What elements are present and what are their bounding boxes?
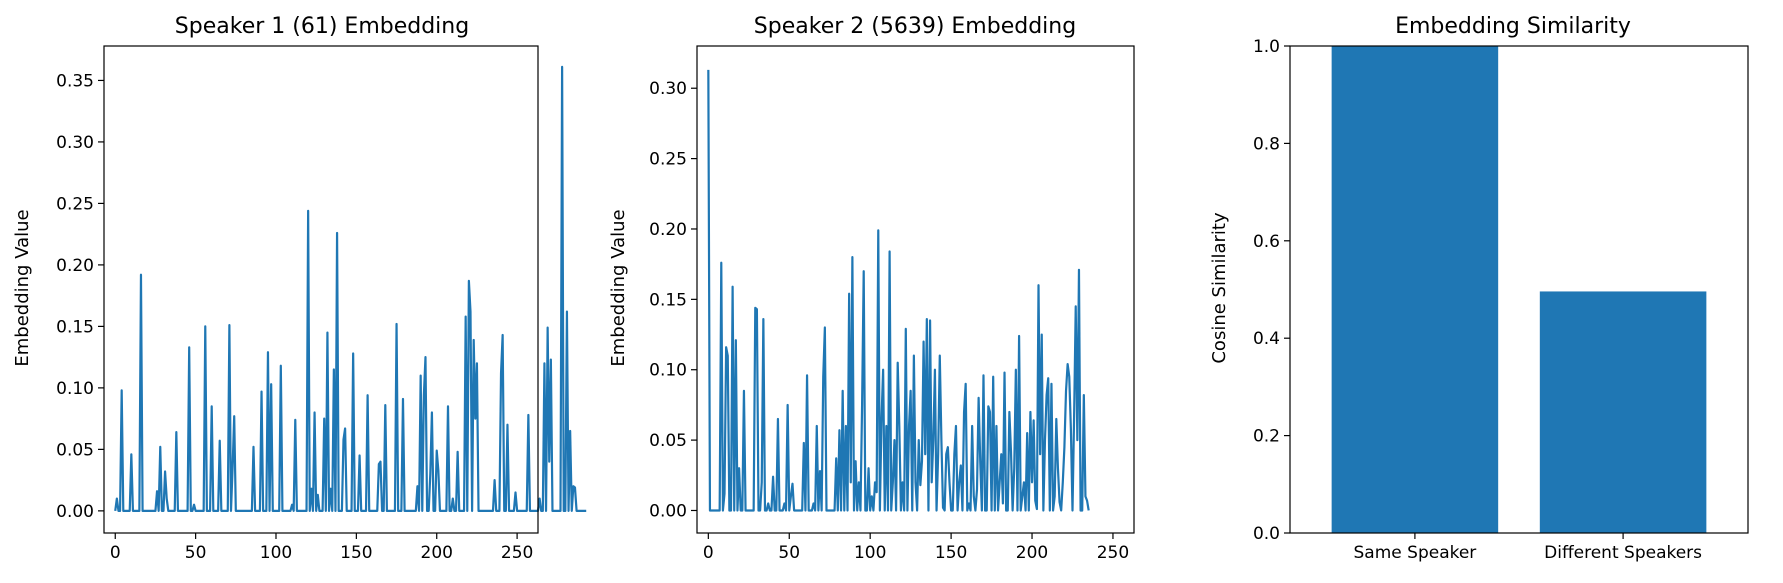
y-tick-label: 0.00 bbox=[649, 501, 687, 521]
panel-similarity: Embedding Similarity Cosine Similarity S… bbox=[1209, 14, 1749, 563]
x-tick-label: Different Speakers bbox=[1544, 543, 1702, 563]
x-tick-label: 200 bbox=[421, 543, 453, 563]
series-group bbox=[707, 69, 1090, 512]
x-tick-label: 100 bbox=[260, 543, 292, 563]
series-group bbox=[114, 65, 587, 512]
y-ticks: 0.00 0.05 0.10 0.15 0.20 0.25 0.30 0.35 bbox=[56, 71, 104, 522]
y-tick-label: 0.35 bbox=[56, 71, 94, 91]
chart-title: Speaker 2 (5639) Embedding bbox=[754, 14, 1076, 39]
y-axis-label: Embedding Value bbox=[12, 209, 33, 366]
x-tick-label: 100 bbox=[854, 543, 886, 563]
y-axis-label: Embedding Value bbox=[608, 209, 629, 366]
bar-group bbox=[1331, 46, 1707, 533]
y-tick-label: 0.6 bbox=[1253, 232, 1280, 252]
series-line bbox=[114, 65, 587, 512]
y-tick-label: 0.05 bbox=[649, 431, 687, 451]
y-tick-label: 0.25 bbox=[56, 194, 94, 214]
panel-speaker-1: Speaker 1 (61) Embedding Embedding Value… bbox=[12, 14, 587, 563]
x-tick-label: 50 bbox=[185, 543, 207, 563]
x-ticks: Same Speaker Different Speakers bbox=[1354, 533, 1702, 563]
y-tick-label: 0.15 bbox=[56, 317, 94, 337]
y-axis-label: Cosine Similarity bbox=[1209, 212, 1230, 364]
chart-title: Embedding Similarity bbox=[1395, 14, 1631, 39]
y-tick-label: 0.10 bbox=[56, 379, 94, 399]
y-tick-label: 0.15 bbox=[649, 290, 687, 310]
panel-speaker-2: Speaker 2 (5639) Embedding Embedding Val… bbox=[608, 14, 1135, 563]
y-tick-label: 0.20 bbox=[56, 256, 94, 276]
x-tick-label: 250 bbox=[501, 543, 533, 563]
x-tick-label: 50 bbox=[778, 543, 800, 563]
chart-title: Speaker 1 (61) Embedding bbox=[175, 14, 469, 39]
x-ticks: 0 50 100 150 200 250 bbox=[703, 533, 1129, 563]
y-ticks: 0.00 0.05 0.10 0.15 0.20 0.25 0.30 bbox=[649, 79, 697, 521]
x-tick-label: 0 bbox=[110, 543, 121, 563]
x-tick-label: 250 bbox=[1097, 543, 1129, 563]
bar bbox=[1539, 291, 1707, 533]
y-tick-label: 0.10 bbox=[649, 361, 687, 381]
y-tick-label: 0.20 bbox=[649, 220, 687, 240]
y-tick-label: 0.2 bbox=[1253, 427, 1280, 447]
y-tick-label: 0.8 bbox=[1253, 134, 1280, 154]
x-tick-label: 0 bbox=[703, 543, 714, 563]
plot-frame bbox=[103, 45, 539, 534]
x-tick-label: 150 bbox=[935, 543, 967, 563]
x-tick-label: Same Speaker bbox=[1354, 543, 1477, 563]
y-ticks: 0.0 0.2 0.4 0.6 0.8 1.0 bbox=[1253, 37, 1290, 544]
plot-frame bbox=[1289, 45, 1749, 534]
y-tick-label: 0.4 bbox=[1253, 329, 1280, 349]
x-ticks: 0 50 100 150 200 250 bbox=[110, 533, 533, 563]
plot-frame bbox=[696, 45, 1135, 534]
y-tick-label: 0.00 bbox=[56, 502, 94, 522]
bar bbox=[1331, 46, 1499, 533]
y-tick-label: 0.0 bbox=[1253, 524, 1280, 544]
y-tick-label: 1.0 bbox=[1253, 37, 1280, 57]
x-tick-label: 150 bbox=[340, 543, 372, 563]
y-tick-label: 0.05 bbox=[56, 440, 94, 460]
y-tick-label: 0.30 bbox=[56, 133, 94, 153]
series-line bbox=[707, 69, 1090, 512]
y-tick-label: 0.25 bbox=[649, 150, 687, 170]
x-tick-label: 200 bbox=[1016, 543, 1048, 563]
y-tick-label: 0.30 bbox=[649, 79, 687, 99]
